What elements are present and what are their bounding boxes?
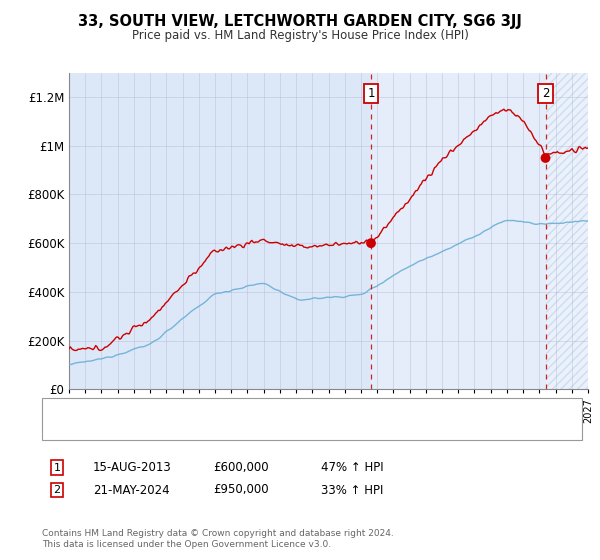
Point: [541, 153, 550, 162]
Bar: [371, 73, 545, 389]
Text: 1: 1: [53, 463, 61, 473]
Text: £950,000: £950,000: [213, 483, 269, 497]
Text: Price paid vs. HM Land Registry's House Price Index (HPI): Price paid vs. HM Land Registry's House …: [131, 29, 469, 42]
Text: £600,000: £600,000: [213, 461, 269, 474]
Text: 21-MAY-2024: 21-MAY-2024: [93, 483, 170, 497]
Text: 33% ↑ HPI: 33% ↑ HPI: [321, 483, 383, 497]
Bar: [545, 73, 588, 389]
Point: [366, 239, 376, 248]
Text: 2: 2: [53, 485, 61, 495]
Bar: [545, 73, 588, 389]
Text: 2: 2: [542, 87, 549, 100]
Text: 1: 1: [367, 87, 375, 100]
Text: 47% ↑ HPI: 47% ↑ HPI: [321, 461, 383, 474]
Text: HPI: Average price, detached house, North Hertfordshire: HPI: Average price, detached house, Nort…: [96, 424, 391, 434]
Text: Contains HM Land Registry data © Crown copyright and database right 2024.
This d: Contains HM Land Registry data © Crown c…: [42, 529, 394, 549]
Text: 15-AUG-2013: 15-AUG-2013: [93, 461, 172, 474]
Text: 33, SOUTH VIEW, LETCHWORTH GARDEN CITY, SG6 3JJ: 33, SOUTH VIEW, LETCHWORTH GARDEN CITY, …: [78, 14, 522, 29]
Text: 33, SOUTH VIEW, LETCHWORTH GARDEN CITY, SG6 3JJ (detached house): 33, SOUTH VIEW, LETCHWORTH GARDEN CITY, …: [96, 404, 473, 414]
